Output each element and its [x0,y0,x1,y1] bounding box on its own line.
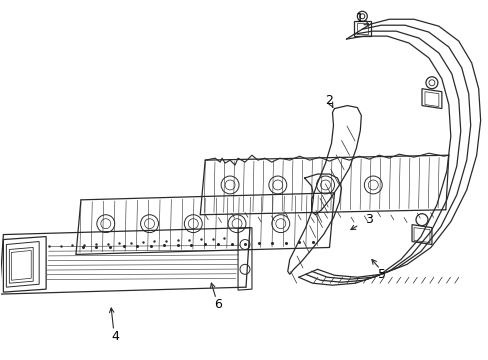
Text: 6: 6 [214,297,222,311]
Text: 4: 4 [112,330,120,343]
Text: 5: 5 [377,268,386,281]
Text: 2: 2 [325,94,333,107]
Text: 3: 3 [365,213,372,226]
Text: 1: 1 [355,12,363,25]
